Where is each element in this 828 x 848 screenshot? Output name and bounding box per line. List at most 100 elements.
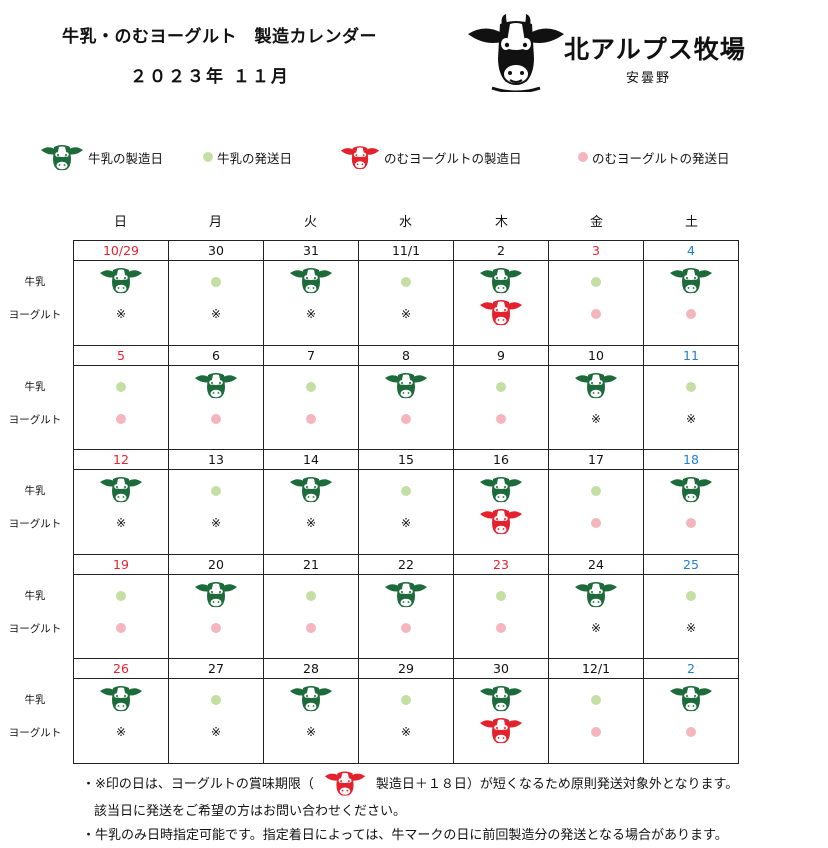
yogurt-slot [454,506,548,540]
yogurt-slot [359,611,453,645]
weekday-fri: 金 [589,215,603,230]
legend-label: 牛乳の製造日 [88,150,164,166]
kome-mark: ※ [305,516,317,530]
green-cow-icon [40,142,84,172]
yogurt-slot [454,611,548,645]
yogurt-slot: ※ [359,715,453,749]
green-dot-icon [211,695,221,705]
milk-slot [644,683,738,717]
note-text: ・※印の日は、ヨーグルトの賞味期限（ [82,777,314,792]
green-dot-icon [116,590,126,601]
yogurt-slot: ※ [264,297,358,331]
day-number: 11/1 [359,241,453,261]
calendar-day: 10/29 ※ [74,241,169,346]
day-number: 23 [454,555,548,575]
yogurt-slot: ※ [74,297,168,331]
day-number: 10/29 [74,241,168,261]
pink-dot-icon [401,622,411,633]
row-label-milk: 牛乳 [24,485,46,497]
milk-slot [169,683,263,717]
pink-dot-icon [591,518,601,528]
day-number: 20 [169,555,263,575]
row-label-yogurt: ヨーグルト [8,309,62,321]
day-number: 10 [549,346,643,366]
milk-slot [74,474,168,508]
calendar-day: 21 [264,554,359,659]
legend-milk-shipping: 牛乳の発送日 [203,140,292,174]
green-cow-icon [669,474,713,508]
day-number: 9 [454,346,548,366]
weekday-tue: 火 [303,215,317,230]
day-number: 13 [169,450,263,470]
red-cow-icon [479,506,523,540]
pink-dot-icon [116,622,126,633]
yogurt-slot [169,402,263,436]
calendar-day: 25 ※ [644,554,739,659]
green-dot-icon [306,590,316,601]
kome-mark: ※ [685,411,697,426]
day-number: 28 [264,659,358,679]
day-number: 4 [644,241,738,261]
green-dot-icon [591,695,601,705]
green-dot-icon [203,152,213,162]
pink-dot-icon [591,309,601,319]
calendar-day: 7 [264,345,359,450]
row-label-milk: 牛乳 [24,589,46,602]
red-cow-icon [340,143,380,171]
calendar-day: 31 ※ [264,241,359,346]
kome-mark: ※ [400,725,412,739]
calendar-day: 11 ※ [644,345,739,450]
notes: ・※印の日は、ヨーグルトの賞味期限（ 製造日＋１８日）が短くなるため原則発送対象… [82,770,822,848]
green-cow-icon [669,265,713,299]
day-number: 31 [264,241,358,261]
pink-dot-icon [578,152,588,162]
day-number: 2 [454,241,548,261]
kome-mark: ※ [400,307,412,321]
calendar-day: 2 [454,241,549,346]
pink-dot-icon [686,309,696,319]
brand-name: 北アルプス牧場 [564,35,746,64]
yogurt-slot [549,506,643,540]
green-dot-icon [496,381,506,392]
row-label-yogurt: ヨーグルト [8,518,62,530]
legend-yogurt-production: のむヨーグルトの製造日 [340,140,522,174]
green-cow-icon [479,265,523,299]
milk-slot [359,370,453,404]
yogurt-slot [644,297,738,331]
kome-mark: ※ [210,725,222,739]
legend-label: 牛乳の発送日 [217,150,293,166]
pink-dot-icon [591,727,601,737]
calendar-day: 27 ※ [169,659,264,764]
note-line-3: ・牛乳のみ日時指定可能です。指定着日によっては、牛マークの日に前回製造分の発送と… [82,828,728,843]
day-number: 26 [74,659,168,679]
green-dot-icon [211,486,221,496]
green-cow-icon [669,683,713,717]
brand-logo: 北アルプス牧場 安曇野 [466,12,756,92]
calendar-day: 30 [454,659,549,764]
calendar-week: 5 6 7 8 9 10 ※ 11 ※ [74,345,739,450]
calendar-week: 19 20 21 22 23 24 ※ 25 ※ [74,554,739,659]
calendar-day: 16 [454,450,549,555]
yogurt-slot [454,297,548,331]
yogurt-slot: ※ [264,715,358,749]
milk-slot [74,265,168,299]
row-label-milk: 牛乳 [24,694,46,706]
pink-dot-icon [686,727,696,737]
day-number: 12 [74,450,168,470]
green-dot-icon [496,590,506,601]
calendar-day: 30 ※ [169,241,264,346]
calendar-day: 26 ※ [74,659,169,764]
green-cow-icon [574,579,618,613]
red-cow-icon [479,715,523,749]
calendar-day: 14 ※ [264,450,359,555]
calendar-day: 15 ※ [359,450,454,555]
legend-label: のむヨーグルトの製造日 [384,150,522,166]
calendar-day: 17 [549,450,644,555]
green-cow-icon [99,683,143,717]
yogurt-slot [264,402,358,436]
day-number: 24 [549,555,643,575]
brand-location: 安曇野 [626,71,672,86]
pink-dot-icon [496,622,506,633]
green-dot-icon [591,486,601,496]
page-title: 牛乳・のむヨーグルト 製造カレンダー [62,27,377,47]
